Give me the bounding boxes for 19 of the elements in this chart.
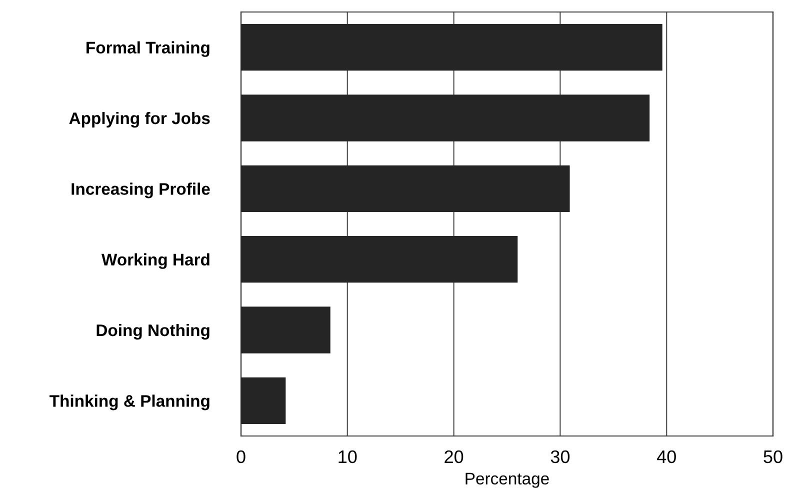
y-tick-label: Working Hard [101,253,210,269]
y-tick-label: Increasing Profile [72,182,210,198]
bar [241,94,650,142]
bar [241,236,518,283]
x-tick-label: 10 [338,450,357,464]
y-tick-label: Applying for Jobs [69,112,210,128]
x-tick-label: 30 [550,450,570,464]
y-tick-label: Formal Training [86,41,210,57]
y-tick-label: Thinking & Planning [50,394,210,410]
x-tick-label: 0 [236,450,246,464]
bar [241,165,570,212]
x-axis-title: Percentage [466,472,549,488]
bar [241,377,286,424]
y-tick-label: Doing Nothing [96,324,210,340]
x-tick-label: 20 [444,450,464,464]
x-tick-label: 40 [656,450,676,464]
bar [241,306,330,354]
bar [241,24,662,71]
x-tick-label: 50 [764,450,782,464]
